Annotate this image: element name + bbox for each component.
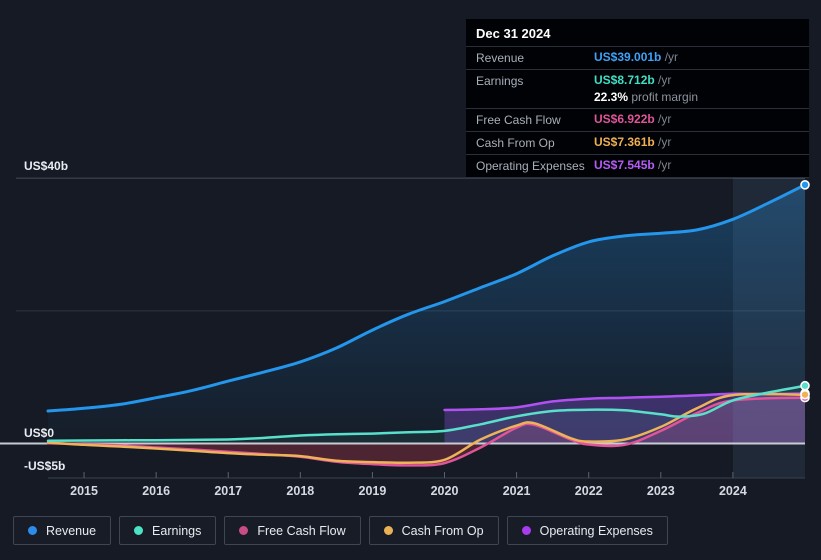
x-tick-label-2023: 2023 <box>647 484 675 498</box>
cash-from-op-line <box>46 392 807 465</box>
revenue-area <box>48 184 805 444</box>
x-tick-label-2018: 2018 <box>286 484 314 498</box>
tooltip-row-cash-from-op: Cash From Op US$7.361b /yr <box>466 132 809 155</box>
legend-label: Operating Expenses <box>539 523 653 538</box>
x-tick-label-2020: 2020 <box>431 484 459 498</box>
chart-legend: Revenue Earnings Free Cash Flow Cash From O… <box>13 516 668 545</box>
revenue-dot-icon <box>28 526 37 535</box>
legend-label: Cash From Op <box>401 523 484 538</box>
tooltip-date: Dec 31 2024 <box>466 19 809 47</box>
x-tick-label-2017: 2017 <box>214 484 242 498</box>
x-tick-label-2024: 2024 <box>719 484 747 498</box>
x-tick-label-2015: 2015 <box>70 484 98 498</box>
y-axis-label-top: US$40b <box>24 159 69 173</box>
legend-item-free-cash-flow[interactable]: Free Cash Flow <box>224 516 361 545</box>
tooltip-rows: Revenue US$39.001b /yr Earnings US$8.712b /… <box>466 47 809 178</box>
legend-item-earnings[interactable]: Earnings <box>119 516 217 545</box>
tooltip-label: Operating Expenses <box>476 159 585 173</box>
legend-label: Earnings <box>152 523 202 538</box>
tooltip-profit-margin: 22.3% profit margin <box>594 90 699 104</box>
chart-canvas[interactable]: 2015 2016 2017 2018 2019 2020 2021 2022 2023 2024 <box>0 0 821 512</box>
free-cash-flow-dot-icon <box>239 526 249 535</box>
highlight-band <box>732 170 805 478</box>
tooltip-label: Earnings <box>476 74 524 88</box>
tooltip-label: Revenue <box>476 51 525 65</box>
earnings-area <box>48 385 805 444</box>
tooltip-value: US$7.545b /yr <box>594 158 672 172</box>
chart-tooltip: Dec 31 2024 Revenue US$39.001b /yr Earning… <box>466 19 809 178</box>
tooltip-value: US$6.922b /yr <box>594 112 672 126</box>
tooltip-row-operating-expenses: Operating Expenses US$7.545b /yr <box>466 155 809 178</box>
y-axis-label-bottom: -US$5b <box>24 459 66 473</box>
legend-label: Free Cash Flow <box>257 523 346 538</box>
revenue-line <box>46 183 807 413</box>
end-marker-cash-from-op <box>800 389 810 400</box>
cash-from-op-dot-icon <box>383 526 393 535</box>
operating-expenses-dot-icon <box>521 526 531 535</box>
legend-label: Revenue <box>46 523 97 538</box>
tooltip-label: Free Cash Flow <box>476 113 561 127</box>
end-marker-revenue <box>800 180 810 190</box>
legend-item-cash-from-op[interactable]: Cash From Op <box>368 516 499 545</box>
tooltip-value: US$7.361b /yr <box>594 135 672 149</box>
x-tick-label-2021: 2021 <box>503 484 531 498</box>
tooltip-row-free-cash-flow: Free Cash Flow US$6.922b /yr <box>466 109 809 132</box>
tooltip-value: US$39.001b /yr <box>594 50 679 64</box>
tooltip-value: US$8.712b /yr 22.3% profit margin <box>594 73 699 104</box>
legend-item-revenue[interactable]: Revenue <box>13 516 112 545</box>
tooltip-label: Cash From Op <box>476 136 555 150</box>
earnings-dot-icon <box>134 526 144 535</box>
x-tick-label-2019: 2019 <box>359 484 387 498</box>
y-axis-label-zero: US$0 <box>24 426 55 440</box>
legend-item-operating-expenses[interactable]: Operating Expenses <box>506 516 668 545</box>
tooltip-row-revenue: Revenue US$39.001b /yr <box>466 47 809 70</box>
tooltip-row-earnings: Earnings US$8.712b /yr 22.3% profit margin <box>466 70 809 109</box>
earnings-line <box>46 384 807 443</box>
x-tick-label-2022: 2022 <box>575 484 603 498</box>
x-tick-label-2016: 2016 <box>142 484 170 498</box>
end-marker-earnings <box>800 380 810 391</box>
free-cash-flow-area-negative <box>48 443 805 466</box>
